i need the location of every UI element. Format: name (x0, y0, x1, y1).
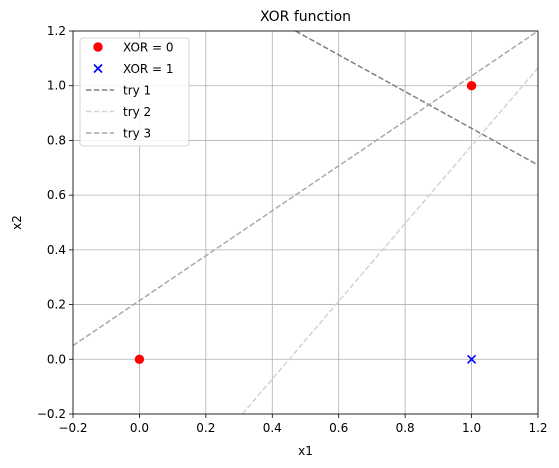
y-axis-label: x2 (10, 215, 24, 230)
xor-1-point (467, 354, 477, 364)
legend: XOR = 0 XOR = 1 try 1 try 2 try 3 (79, 37, 190, 147)
y-tick-label: 0.6 (47, 188, 66, 202)
chart-title: XOR function (260, 9, 351, 25)
data-points (134, 81, 477, 364)
y-tick-label: 1.0 (47, 79, 66, 93)
x-tick-label: 0.2 (196, 421, 215, 435)
y-tick-label: 0.4 (47, 243, 66, 257)
legend-entry-label: XOR = 0 (123, 41, 174, 55)
x-tick-label: −0.2 (58, 421, 87, 435)
y-tick-label: 0.8 (47, 133, 66, 147)
legend-entry-label: try 3 (123, 127, 151, 141)
x-tick-label: 1.0 (462, 421, 481, 435)
x-tick-label: 0.0 (130, 421, 149, 435)
x-marker-stroke (93, 63, 103, 74)
legend-box (79, 37, 190, 147)
y-tick-label: 0.0 (47, 352, 66, 366)
x-tick-label: 0.8 (396, 421, 415, 435)
x-axis-label: x1 (298, 444, 313, 458)
legend-marker-swatch (93, 63, 103, 74)
series-line-try-4 (72, 30, 539, 347)
xor-0-point (134, 354, 145, 364)
x-axis-ticks: −0.2 0.0 0.2 0.4 0.6 0.8 1.0 1.2 (58, 414, 548, 435)
x-tick-label: 0.4 (263, 421, 282, 435)
y-tick-label: 1.2 (47, 24, 66, 38)
series-line-try-2 (295, 30, 539, 166)
plot-frame (72, 30, 539, 415)
try-lines (72, 30, 539, 415)
x-tick-label: 1.2 (528, 421, 547, 435)
legend-marker-swatch (93, 42, 103, 52)
series-line-try-3 (241, 67, 539, 415)
y-tick-label: −0.2 (37, 407, 66, 421)
legend-entry-label: try 1 (123, 84, 151, 98)
xor-0-point (466, 81, 477, 91)
legend-entry-label: XOR = 1 (123, 62, 174, 76)
x-marker-stroke (467, 354, 477, 364)
x-tick-label: 0.6 (329, 421, 348, 435)
y-axis-ticks: −0.2 0.0 0.2 0.4 0.6 0.8 1.0 1.2 (37, 24, 73, 421)
y-tick-label: 0.2 (47, 298, 66, 312)
legend-entry-label: try 2 (123, 105, 151, 119)
